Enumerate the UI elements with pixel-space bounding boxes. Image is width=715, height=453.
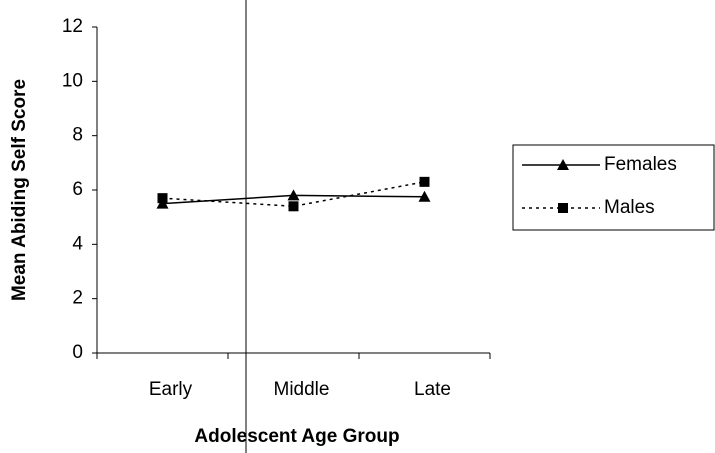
marker bbox=[418, 190, 431, 202]
y-tick-label: 6 bbox=[72, 179, 83, 200]
legend-label: Males bbox=[604, 197, 655, 218]
y-axis-title: Mean Abiding Self Score bbox=[9, 79, 30, 301]
marker bbox=[288, 201, 299, 212]
marker bbox=[558, 203, 568, 213]
legend-box bbox=[512, 144, 715, 231]
y-tick-label: 10 bbox=[62, 70, 83, 91]
y-tick-label: 12 bbox=[62, 16, 83, 37]
y-tick-label: 8 bbox=[72, 125, 83, 146]
x-tick-label: Middle bbox=[274, 379, 330, 400]
x-tick-label: Early bbox=[149, 379, 193, 400]
marker bbox=[419, 176, 430, 187]
marker bbox=[557, 159, 569, 170]
marker bbox=[287, 189, 300, 201]
x-tick-label: Late bbox=[414, 379, 451, 400]
x-axis-title: Adolescent Age Group bbox=[194, 426, 399, 447]
y-tick-label: 4 bbox=[72, 233, 83, 254]
y-tick-label: 2 bbox=[72, 288, 83, 309]
y-tick-label: 0 bbox=[72, 342, 83, 363]
legend-label: Females bbox=[604, 154, 677, 175]
marker bbox=[157, 193, 168, 204]
series-line bbox=[162, 181, 425, 208]
